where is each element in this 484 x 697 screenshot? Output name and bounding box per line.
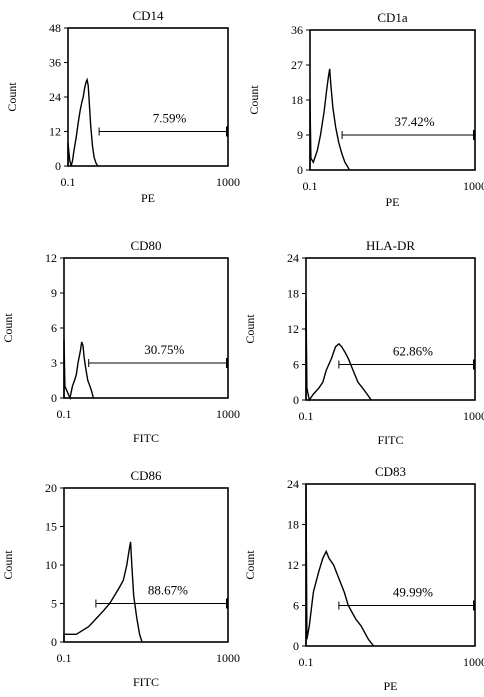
plot-frame (63, 487, 229, 643)
y-tick-label: 0 (51, 391, 57, 405)
x-tick-label: 0.1 (303, 179, 318, 193)
y-tick-label: 24 (49, 90, 61, 104)
y-tick-label: 0 (297, 163, 303, 177)
y-axis-label: Count (5, 82, 19, 112)
y-tick-label: 0 (293, 393, 299, 407)
histogram-panel-cd83: CD83 0 6 12 18 24 0.1 1000 Count PE 49.99% (243, 464, 484, 693)
y-tick-label: 5 (51, 597, 57, 611)
x-tick-label: 1000 (216, 407, 240, 421)
gate-percentage: 62.86% (393, 344, 433, 359)
y-tick-label: 24 (287, 251, 299, 265)
y-axis-label: Count (243, 550, 257, 580)
y-axis-label: Count (1, 313, 15, 343)
x-tick-label: 1000 (216, 175, 240, 189)
histogram-line (305, 483, 375, 647)
gate-percentage: 49.99% (393, 585, 433, 600)
y-tick-label: 6 (293, 599, 299, 613)
histogram-line (309, 68, 351, 171)
y-tick-label: 18 (287, 287, 299, 301)
y-tick-label: 27 (291, 58, 303, 72)
y-tick-label: 10 (45, 558, 57, 572)
y-tick-label: 20 (45, 481, 57, 495)
gate-percentage: 7.59% (153, 111, 187, 126)
y-tick-label: 0 (51, 635, 57, 649)
x-tick-label: 1000 (463, 179, 484, 193)
histogram-line (63, 541, 143, 643)
histogram-panel-hla-dr: HLA-DR 0 6 12 18 24 0.1 1000 Count FITC 62.86% (243, 238, 484, 447)
y-tick-label: 36 (291, 23, 303, 37)
x-axis-label: FITC (133, 675, 159, 689)
panel-title: CD86 (130, 468, 162, 483)
histogram-panel-cd1a: CD1a 0 9 18 27 36 0.1 1000 Count PE 37.42% (247, 10, 484, 209)
y-tick-label: 0 (293, 639, 299, 653)
x-axis-label: FITC (133, 431, 159, 445)
y-tick-label: 15 (45, 520, 57, 534)
y-axis-label: Count (1, 550, 15, 580)
y-tick-label: 12 (287, 558, 299, 572)
x-tick-label: 0.1 (57, 407, 72, 421)
y-axis-label: Count (247, 85, 261, 115)
x-tick-label: 0.1 (57, 651, 72, 665)
x-axis-label: PE (383, 679, 397, 693)
gate-percentage: 88.67% (148, 583, 188, 598)
histogram-line (305, 299, 372, 402)
plot-frame (309, 29, 476, 171)
panel-title: CD1a (377, 10, 408, 25)
y-tick-label: 12 (45, 251, 57, 265)
panel-title: CD14 (132, 8, 164, 23)
histogram-panel-cd80: CD80 0 3 6 9 12 0.1 1000 Count FITC 30.75% (1, 238, 240, 445)
histogram-line (63, 339, 95, 401)
x-axis-label: PE (141, 191, 155, 205)
plot-frame (305, 483, 476, 647)
gate-percentage: 30.75% (144, 342, 184, 357)
y-tick-label: 36 (49, 56, 61, 70)
y-tick-label: 18 (291, 93, 303, 107)
y-tick-label: 3 (51, 356, 57, 370)
x-axis-label: FITC (377, 433, 403, 447)
x-tick-label: 0.1 (61, 175, 76, 189)
y-tick-label: 18 (287, 518, 299, 532)
panel-title: CD80 (130, 238, 161, 253)
x-tick-label: 1000 (463, 655, 484, 669)
x-tick-label: 0.1 (299, 409, 314, 423)
plot-frame (305, 257, 476, 401)
y-tick-label: 0 (55, 159, 61, 173)
panel-title: CD83 (375, 464, 406, 479)
panel-title: HLA-DR (366, 238, 415, 253)
histogram-line (67, 77, 99, 167)
y-tick-label: 9 (51, 286, 57, 300)
x-tick-label: 0.1 (299, 655, 314, 669)
y-tick-label: 48 (49, 21, 61, 35)
y-tick-label: 24 (287, 477, 299, 491)
gate-percentage: 37.42% (395, 114, 435, 129)
y-tick-label: 12 (49, 125, 61, 139)
y-tick-label: 12 (287, 322, 299, 336)
histogram-panel-cd86: CD86 0 5 10 15 20 0.1 1000 Count FITC 88.67% (1, 468, 240, 689)
y-tick-label: 6 (51, 321, 57, 335)
plot-frame (63, 257, 229, 399)
x-tick-label: 1000 (216, 651, 240, 665)
y-axis-label: Count (243, 314, 257, 344)
histogram-panel-cd14: CD14 0 12 24 36 48 0.1 1000 Count PE 7.59% (5, 8, 240, 205)
y-tick-label: 6 (293, 358, 299, 372)
y-tick-label: 9 (297, 128, 303, 142)
x-axis-label: PE (385, 195, 399, 209)
x-tick-label: 1000 (463, 409, 484, 423)
